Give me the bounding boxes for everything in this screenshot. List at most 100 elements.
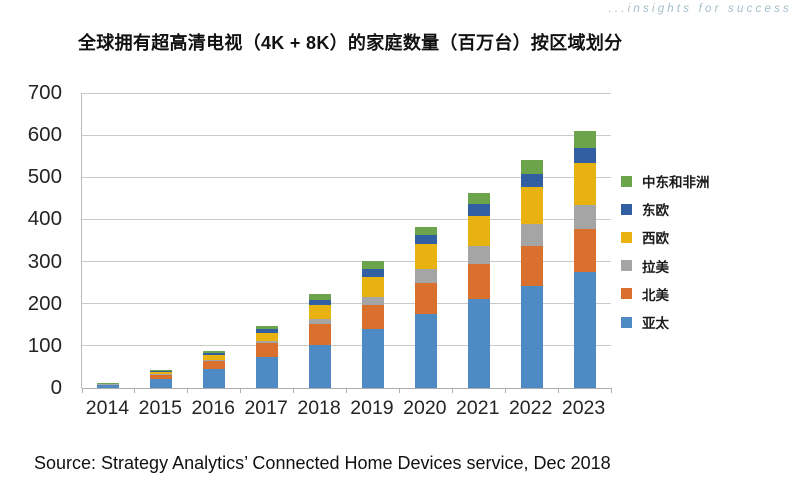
plot-area [81,92,612,393]
x-axis-tick [81,388,83,393]
legend-item-西欧: 西欧 [621,223,710,251]
gridline-500 [82,176,611,178]
x-axis-tick [451,388,453,393]
bar-segment-2021-东欧 [467,204,490,217]
bar-segment-2014-北美 [97,384,120,386]
bar-segment-2021-亚太 [467,299,490,388]
bar-segment-2023-西欧 [573,162,596,205]
bar-segment-2016-拉美 [203,360,226,362]
bar-segment-2017-中东和非洲 [256,325,279,329]
legend-swatch-拉美 [621,260,632,272]
bar-segment-2020-北美 [414,282,437,315]
chart-title: 全球拥有超高清电视（4K + 8K）的家庭数量（百万台）按区域划分 [78,33,623,53]
bar-segment-2023-拉美 [573,204,596,229]
legend-swatch-中东和非洲 [621,175,632,187]
legend-label-东欧: 东欧 [642,203,669,219]
y-axis-label-600: 600 [27,123,62,147]
bar-segment-2018-西欧 [309,304,332,320]
x-axis-label-2021: 2021 [456,397,500,419]
y-axis-label-400: 400 [27,207,62,231]
bar-segment-2019-西欧 [361,277,384,297]
legend-item-拉美: 拉美 [621,252,710,280]
x-axis-tick [557,388,559,393]
bar-segment-2016-中东和非洲 [203,351,226,354]
legend-label-拉美: 拉美 [642,259,669,275]
bar-segment-2018-中东和非洲 [309,294,332,300]
x-axis-tick [346,388,347,393]
bar-segment-2019-东欧 [361,268,384,278]
x-axis-tick [610,388,612,393]
bar-segment-2021-北美 [467,264,490,300]
bar-segment-2020-亚太 [414,314,437,388]
gridline-400 [82,218,611,220]
bar-segment-2017-拉美 [256,340,279,344]
bar-segment-2021-中东和非洲 [467,192,490,205]
bar-segment-2020-西欧 [414,243,437,270]
bar-segment-2016-亚太 [203,369,226,388]
legend-label-中东和非洲: 中东和非洲 [642,175,710,191]
bar-segment-2022-东欧 [520,173,543,187]
y-axis-label-700: 700 [27,81,62,104]
y-axis-label-0: 0 [50,376,62,399]
bar-segment-2023-北美 [573,228,596,272]
bar-2015 [150,93,173,388]
bar-segment-2020-东欧 [414,234,437,244]
x-axis-label-2016: 2016 [191,397,235,419]
y-axis-label-500: 500 [27,165,62,189]
gridline-600 [82,134,611,136]
bar-segment-2017-西欧 [256,332,279,341]
legend-label-北美: 北美 [642,287,669,303]
bar-segment-2021-西欧 [467,216,490,247]
bar-segment-2019-北美 [361,305,384,329]
legend-swatch-北美 [621,288,632,300]
bar-segment-2014-亚太 [97,385,120,388]
bar-segment-2023-东欧 [573,148,596,163]
legend: 中东和非洲东欧西欧拉美北美亚太 [621,167,710,336]
bar-2022 [520,93,543,388]
gridline-700 [82,92,611,94]
x-axis-tick [398,388,400,393]
bar-segment-2018-拉美 [309,319,332,324]
x-axis-tick [187,388,189,393]
bar-segment-2016-北美 [203,361,226,370]
bar-2018 [309,93,332,388]
x-axis-tick [293,388,295,393]
x-axis-tick [240,388,242,393]
gridline-300 [82,261,611,263]
legend-item-中东和非洲: 中东和非洲 [621,167,710,195]
bar-segment-2018-东欧 [309,299,332,305]
legend-swatch-东欧 [621,203,632,215]
bar-2017 [256,93,279,388]
x-axis-label-2015: 2015 [138,397,183,419]
gridline-200 [82,303,611,305]
bar-2020 [414,93,437,388]
bar-segment-2021-拉美 [467,246,490,265]
x-axis-label-2017: 2017 [244,397,288,419]
bar-segment-2018-北美 [309,323,332,346]
source-note: Source: Strategy Analytics’ Connected Ho… [34,453,611,473]
bar-segment-2017-北美 [256,343,279,358]
x-axis-label-2023: 2023 [561,397,606,419]
bar-segment-2019-中东和非洲 [361,261,384,269]
bar-2021 [467,93,490,388]
bar-segment-2017-亚太 [256,357,279,388]
bar-segment-2022-西欧 [520,187,543,224]
bar-segment-2022-北美 [520,245,543,286]
bar-segment-2022-拉美 [520,223,543,246]
bar-segment-2020-拉美 [414,269,437,283]
bar-2019 [361,93,384,388]
bar-segment-2016-东欧 [203,353,226,356]
x-axis-label-2014: 2014 [85,397,130,419]
y-axis-label-100: 100 [27,333,62,357]
x-axis-tick [504,388,506,393]
bar-segment-2018-亚太 [309,345,332,388]
x-axis-label-2018: 2018 [297,397,341,419]
bar-segment-2015-中东和非洲 [150,369,173,371]
bar-segment-2017-东欧 [256,329,279,333]
x-axis-label-2022: 2022 [508,397,553,419]
legend-label-西欧: 西欧 [642,231,669,247]
legend-item-东欧: 东欧 [621,195,710,223]
legend-item-亚太: 亚太 [621,308,710,336]
bar-segment-2019-亚太 [361,329,384,388]
legend-item-北美: 北美 [621,280,710,308]
